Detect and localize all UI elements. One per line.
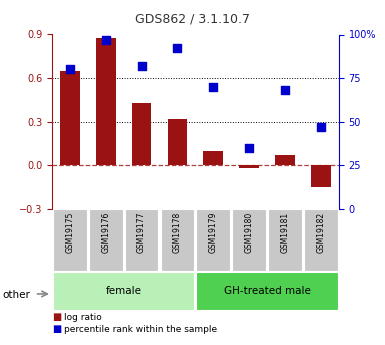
Bar: [60, 71, 80, 165]
Point: [318, 124, 324, 130]
Point: [103, 37, 109, 42]
Text: GSM19178: GSM19178: [173, 212, 182, 253]
Point: [210, 84, 216, 89]
Bar: [89, 209, 122, 271]
Text: female: female: [105, 286, 142, 296]
Text: GSM19180: GSM19180: [244, 212, 254, 253]
Point: [139, 63, 145, 69]
Bar: [304, 209, 338, 271]
Bar: [311, 165, 331, 187]
Bar: [232, 209, 266, 271]
Point: [246, 145, 252, 150]
Text: log ratio: log ratio: [64, 313, 101, 322]
Text: GSM19181: GSM19181: [281, 212, 290, 253]
Text: GSM19182: GSM19182: [316, 212, 325, 253]
Bar: [196, 272, 338, 310]
Point: [174, 46, 181, 51]
Point: [282, 88, 288, 93]
Point: [67, 67, 73, 72]
Bar: [161, 209, 194, 271]
Text: other: other: [2, 290, 30, 300]
Text: GH-treated male: GH-treated male: [224, 286, 311, 296]
Bar: [132, 103, 151, 165]
Bar: [196, 209, 230, 271]
Text: GSM19177: GSM19177: [137, 212, 146, 253]
Bar: [239, 165, 259, 168]
Text: ■: ■: [52, 313, 61, 322]
Bar: [53, 272, 194, 310]
Text: GSM19179: GSM19179: [209, 212, 218, 253]
Text: GSM19176: GSM19176: [101, 212, 110, 253]
Text: percentile rank within the sample: percentile rank within the sample: [64, 325, 217, 334]
Text: GDS862 / 3.1.10.7: GDS862 / 3.1.10.7: [135, 12, 250, 25]
Text: GSM19175: GSM19175: [65, 212, 74, 253]
Bar: [268, 209, 302, 271]
Bar: [125, 209, 159, 271]
Text: ■: ■: [52, 325, 61, 334]
Bar: [275, 155, 295, 165]
Bar: [53, 209, 87, 271]
Bar: [167, 119, 187, 165]
Bar: [203, 151, 223, 165]
Bar: [96, 38, 115, 165]
